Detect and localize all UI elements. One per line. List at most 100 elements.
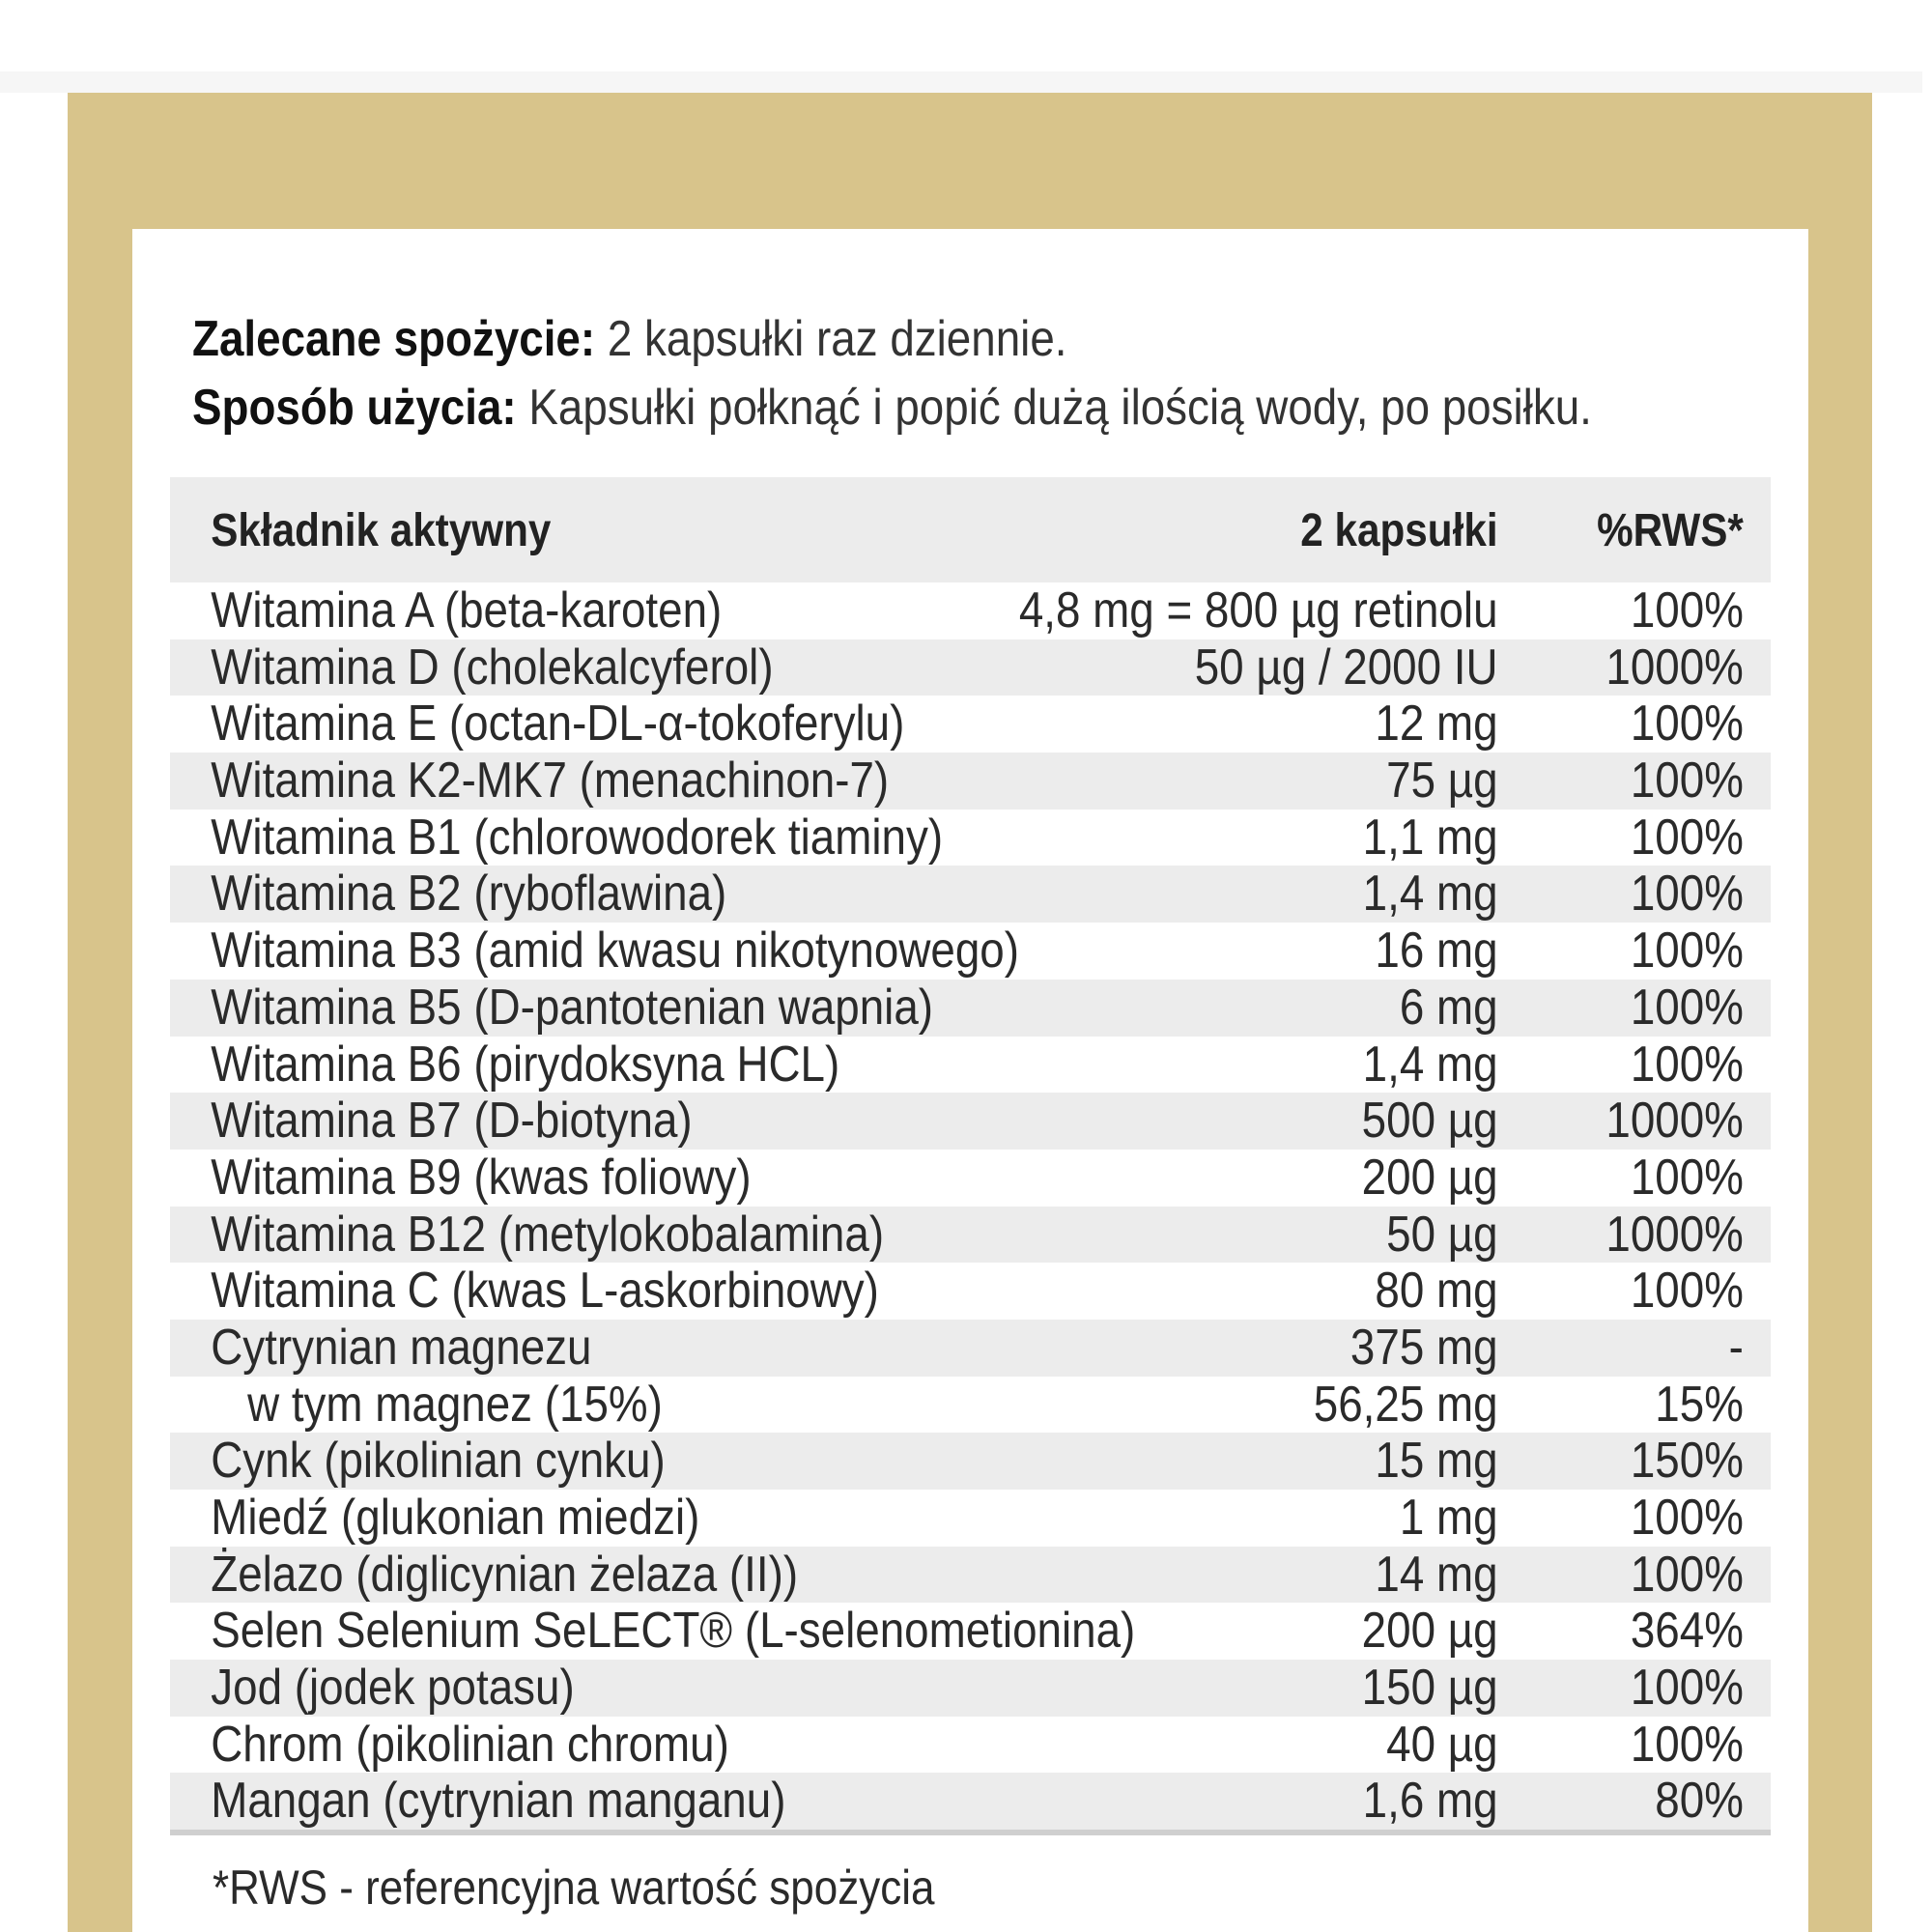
ingredient-rws: 100% xyxy=(1630,979,1744,1036)
method-of-use-value: Kapsułki połknąć i popić dużą ilością wo… xyxy=(516,380,1592,436)
ingredient-name: Jod (jodek potasu) xyxy=(211,1660,575,1717)
ingredient-amount: 75 µg xyxy=(1386,753,1498,810)
ingredient-amount: 50 µg xyxy=(1386,1206,1498,1263)
ingredient-rws: 100% xyxy=(1630,1660,1744,1717)
table-row: Selen Selenium SeLECT® (L-selenometionin… xyxy=(170,1603,1771,1660)
ingredient-amount: 4,8 mg = 800 µg retinolu xyxy=(1018,582,1498,639)
header-amount: 2 kapsułki xyxy=(1300,505,1498,556)
ingredient-rws: 100% xyxy=(1630,696,1744,753)
footnote: *RWS - referencyjna wartość spożycia xyxy=(213,1861,935,1915)
table-row: Witamina B3 (amid kwasu nikotynowego) 16 … xyxy=(170,923,1771,980)
ingredient-amount: 500 µg xyxy=(1361,1093,1498,1150)
table-bottom-border xyxy=(170,1830,1772,1836)
table-row: Witamina D (cholekalcyferol) 50 µg / 2000… xyxy=(170,639,1772,696)
table-header: Składnik aktywny 2 kapsułki %RWS* xyxy=(170,477,1772,582)
ingredient-amount: 1,6 mg xyxy=(1362,1773,1498,1830)
ingredient-name: Witamina B6 (pirydoksyna HCL) xyxy=(211,1036,840,1093)
table-row: Mangan (cytrynian manganu) 1,6 mg 80% xyxy=(170,1773,1772,1831)
table-row: Witamina B7 (D-biotyna) 500 µg 1000% xyxy=(170,1093,1772,1150)
table-row: Witamina B5 (D-pantotenian wapnia) 6 mg 10… xyxy=(170,979,1772,1037)
ingredient-amount: 1,4 mg xyxy=(1362,1036,1498,1093)
ingredient-amount: 16 mg xyxy=(1375,923,1498,980)
table-row: Witamina B12 (metylokobalamina) 50 µg 1000… xyxy=(170,1206,1772,1264)
ingredient-amount: 150 µg xyxy=(1361,1660,1498,1717)
table-row: Witamina A (beta-karoten) 4,8 mg = 800 µg… xyxy=(170,582,1771,639)
recommended-intake: Zalecane spożycie: 2 kapsułki raz dzienn… xyxy=(192,305,1592,374)
ingredient-name: Witamina B1 (chlorowodorek tiaminy) xyxy=(211,809,944,866)
ingredient-rws: 1000% xyxy=(1605,639,1744,696)
table-row: Witamina B2 (ryboflawina) 1,4 mg 100% xyxy=(170,866,1772,923)
ingredient-name: Witamina A (beta-karoten) xyxy=(211,582,723,639)
ingredient-name: Witamina D (cholekalcyferol) xyxy=(211,639,774,696)
ingredient-rws: 150% xyxy=(1630,1433,1744,1490)
ingredient-name: Selen Selenium SeLECT® (L-selenometionin… xyxy=(211,1603,1136,1660)
ingredient-amount: 200 µg xyxy=(1361,1149,1498,1206)
table-row: Witamina B1 (chlorowodorek tiaminy) 1,1 m… xyxy=(170,810,1771,867)
ingredient-amount: 12 mg xyxy=(1375,696,1498,753)
header-rws: %RWS* xyxy=(1597,505,1744,556)
ingredient-amount: 15 mg xyxy=(1375,1433,1498,1490)
recommended-intake-value: 2 kapsułki raz dziennie. xyxy=(595,311,1067,367)
ingredient-rws: 100% xyxy=(1630,753,1744,810)
top-divider xyxy=(0,71,1922,93)
ingredient-amount: 375 mg xyxy=(1350,1319,1498,1376)
recommended-intake-label: Zalecane spożycie: xyxy=(192,311,596,367)
ingredient-amount: 50 µg / 2000 IU xyxy=(1194,639,1498,696)
ingredient-amount: 80 mg xyxy=(1375,1263,1498,1320)
ingredient-name: Witamina C (kwas L-askorbinowy) xyxy=(211,1263,879,1320)
table-row: Cytrynian magnezu 375 mg - xyxy=(170,1319,1772,1377)
nutrition-table: Składnik aktywny 2 kapsułki %RWS* Witami… xyxy=(170,477,1772,1836)
ingredient-rws: 364% xyxy=(1630,1603,1744,1660)
table-row: Witamina E (octan-DL-α-tokoferylu) 12 mg 1… xyxy=(170,696,1771,753)
ingredient-name: Cynk (pikolinian cynku) xyxy=(211,1433,666,1490)
ingredient-name: Witamina B3 (amid kwasu nikotynowego) xyxy=(211,923,1019,980)
ingredient-rws: 100% xyxy=(1630,1716,1744,1773)
ingredient-name: Miedź (glukonian miedzi) xyxy=(211,1490,700,1546)
ingredient-rws: 100% xyxy=(1630,1149,1744,1206)
ingredient-name: Witamina B2 (ryboflawina) xyxy=(211,866,727,923)
usage-instructions: Zalecane spożycie: 2 kapsułki raz dzienn… xyxy=(192,305,1592,442)
table-row: Chrom (pikolinian chromu) 40 µg 100% xyxy=(170,1717,1771,1774)
table-row: Żelazo (diglicynian żelaza (II)) 14 mg 100… xyxy=(170,1546,1772,1604)
ingredient-name: Witamina B7 (D-biotyna) xyxy=(211,1093,693,1150)
table-row: w tym magnez (15%) 56,25 mg 15% xyxy=(170,1377,1771,1434)
ingredient-name: Witamina B12 (metylokobalamina) xyxy=(211,1206,885,1263)
method-of-use-label: Sposób użycia: xyxy=(192,380,517,436)
ingredient-name: Witamina B9 (kwas foliowy) xyxy=(211,1149,752,1206)
table-body: Witamina A (beta-karoten) 4,8 mg = 800 µg… xyxy=(170,582,1772,1831)
ingredient-name: Cytrynian magnezu xyxy=(211,1319,592,1376)
ingredient-amount: 1,1 mg xyxy=(1362,809,1498,866)
header-ingredient: Składnik aktywny xyxy=(211,505,552,556)
table-row: Witamina C (kwas L-askorbinowy) 80 mg 100% xyxy=(170,1263,1771,1320)
ingredient-rws: 100% xyxy=(1630,1036,1744,1093)
table-row: Cynk (pikolinian cynku) 15 mg 150% xyxy=(170,1433,1772,1490)
ingredient-rws: - xyxy=(1728,1319,1744,1376)
ingredient-name: Mangan (cytrynian manganu) xyxy=(211,1773,786,1830)
ingredient-rws: 100% xyxy=(1630,582,1744,639)
ingredient-name: Witamina K2-MK7 (menachinon-7) xyxy=(211,753,890,810)
table-row: Jod (jodek potasu) 150 µg 100% xyxy=(170,1660,1772,1717)
ingredient-rws: 100% xyxy=(1630,1490,1744,1546)
ingredient-amount: 1 mg xyxy=(1399,1490,1498,1546)
ingredient-rws: 15% xyxy=(1655,1376,1744,1433)
table-row: Miedź (glukonian miedzi) 1 mg 100% xyxy=(170,1490,1771,1547)
ingredient-name: w tym magnez (15%) xyxy=(247,1376,663,1433)
ingredient-rws: 80% xyxy=(1655,1773,1744,1830)
ingredient-amount: 14 mg xyxy=(1375,1546,1498,1603)
ingredient-rws: 100% xyxy=(1630,923,1744,980)
ingredient-amount: 40 µg xyxy=(1386,1716,1498,1773)
ingredient-name: Witamina B5 (D-pantotenian wapnia) xyxy=(211,979,934,1036)
table-row: Witamina B6 (pirydoksyna HCL) 1,4 mg 100% xyxy=(170,1037,1771,1094)
method-of-use: Sposób użycia: Kapsułki połknąć i popić … xyxy=(192,374,1592,442)
table-row: Witamina B9 (kwas foliowy) 200 µg 100% xyxy=(170,1150,1771,1207)
ingredient-rws: 100% xyxy=(1630,1263,1744,1320)
table-row: Witamina K2-MK7 (menachinon-7) 75 µg 100% xyxy=(170,753,1772,810)
ingredient-rws: 100% xyxy=(1630,1546,1744,1603)
ingredient-name: Żelazo (diglicynian żelaza (II)) xyxy=(211,1546,799,1603)
ingredient-rws: 100% xyxy=(1630,866,1744,923)
ingredient-amount: 200 µg xyxy=(1361,1603,1498,1660)
ingredient-amount: 56,25 mg xyxy=(1313,1376,1498,1433)
ingredient-amount: 6 mg xyxy=(1399,979,1498,1036)
ingredient-rws: 100% xyxy=(1630,809,1744,866)
ingredient-rws: 1000% xyxy=(1605,1206,1744,1263)
